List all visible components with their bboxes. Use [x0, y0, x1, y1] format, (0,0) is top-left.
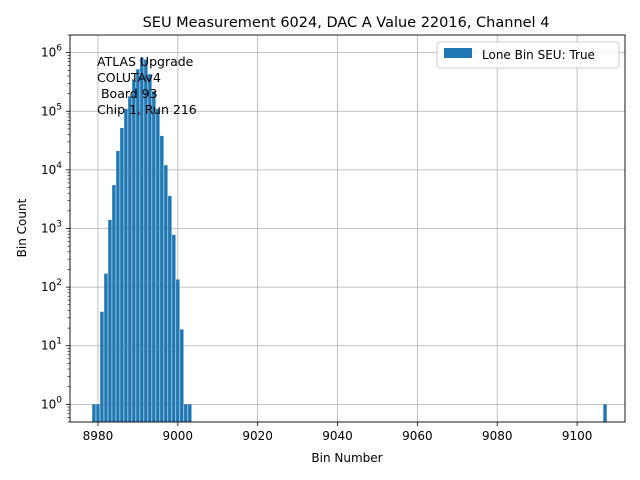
histogram-bar: [603, 404, 607, 422]
histogram-bar: [124, 108, 128, 423]
histogram-bar: [136, 69, 140, 423]
x-tick-label: 9020: [242, 429, 273, 443]
histogram-bar: [176, 279, 180, 422]
histogram-bar: [184, 404, 188, 422]
histogram-bar: [112, 185, 116, 422]
histogram-bar: [120, 127, 124, 423]
histogram-bar: [148, 74, 152, 422]
histogram-bar: [100, 311, 104, 422]
legend-label: Lone Bin SEU: True: [482, 48, 595, 62]
x-axis-ticks: 8980 9000 9020 9040 9060 9080 9100: [83, 422, 593, 443]
histogram-bar: [172, 234, 176, 422]
legend: Lone Bin SEU: True: [436, 41, 620, 69]
histogram-bar: [132, 79, 136, 423]
histogram-bar: [168, 195, 172, 422]
x-axis-label: Bin Number: [311, 451, 382, 465]
y-tick-label: 103: [41, 220, 62, 236]
legend-swatch: [444, 48, 472, 58]
y-axis-ticks: 100 101 102 103 104 105 106: [41, 34, 70, 423]
annotation-line: COLUTAv4: [97, 70, 161, 85]
y-tick-label: 100: [41, 395, 62, 411]
y-tick-label: 101: [41, 337, 62, 353]
histogram-bar: [104, 273, 108, 422]
legend-box: [436, 41, 620, 69]
annotation-line: ATLAS Upgrade: [97, 54, 194, 69]
histogram-bar: [128, 96, 132, 422]
histogram-bar: [164, 165, 168, 422]
histogram-bar: [92, 404, 96, 422]
y-tick-label: 105: [41, 102, 62, 118]
y-axis-label: Bin Count: [15, 198, 29, 257]
histogram-bar: [140, 57, 144, 422]
x-tick-label: 8980: [83, 429, 114, 443]
bars: [92, 57, 607, 423]
histogram-bar: [160, 135, 164, 423]
y-tick-label: 102: [41, 278, 62, 294]
x-tick-label: 9060: [402, 429, 433, 443]
x-tick-label: 9080: [482, 429, 513, 443]
y-tick-label: 106: [41, 44, 62, 60]
histogram-bar: [188, 404, 192, 422]
x-tick-label: 9000: [163, 429, 194, 443]
histogram-bar: [180, 329, 184, 422]
histogram-bar: [144, 59, 148, 423]
x-tick-label: 9040: [322, 429, 353, 443]
annotation-line: Chip 1, Run 216: [97, 102, 197, 117]
y-tick-label: 104: [41, 161, 62, 177]
histogram-bar: [152, 91, 156, 422]
histogram-bar: [96, 404, 100, 422]
chart-title: SEU Measurement 6024, DAC A Value 22016,…: [143, 15, 550, 31]
histogram-bar: [156, 108, 160, 423]
histogram-bar: [116, 150, 120, 422]
annotation-line: Board 93: [97, 86, 158, 101]
histogram-bar: [108, 219, 112, 422]
x-tick-label: 9100: [562, 429, 593, 443]
